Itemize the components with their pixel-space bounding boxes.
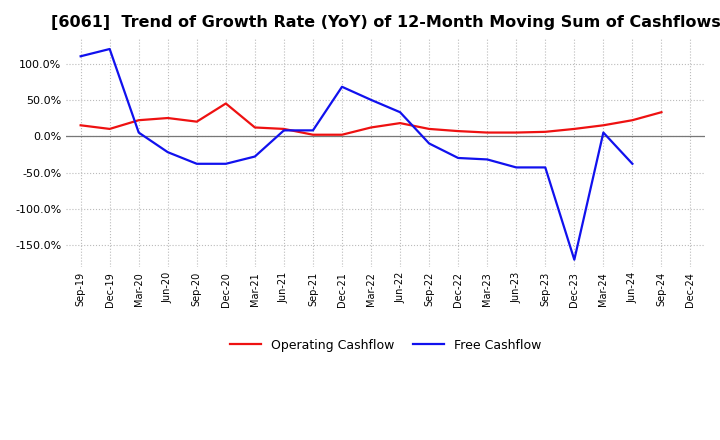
Operating Cashflow	[454, 128, 462, 134]
Operating Cashflow	[163, 115, 172, 121]
Line: Operating Cashflow: Operating Cashflow	[81, 103, 662, 135]
Operating Cashflow	[599, 123, 608, 128]
Operating Cashflow	[309, 132, 318, 137]
Free Cashflow	[251, 154, 259, 159]
Free Cashflow	[135, 130, 143, 135]
Free Cashflow	[279, 128, 288, 133]
Operating Cashflow	[366, 125, 375, 130]
Operating Cashflow	[105, 126, 114, 132]
Operating Cashflow	[657, 110, 666, 115]
Operating Cashflow	[222, 101, 230, 106]
Free Cashflow	[222, 161, 230, 166]
Free Cashflow	[338, 84, 346, 89]
Operating Cashflow	[76, 123, 85, 128]
Free Cashflow	[396, 110, 405, 115]
Operating Cashflow	[541, 129, 549, 135]
Free Cashflow	[512, 165, 521, 170]
Operating Cashflow	[135, 117, 143, 123]
Operating Cashflow	[570, 126, 579, 132]
Operating Cashflow	[338, 132, 346, 137]
Free Cashflow	[76, 54, 85, 59]
Operating Cashflow	[192, 119, 201, 124]
Free Cashflow	[570, 257, 579, 262]
Line: Free Cashflow: Free Cashflow	[81, 49, 632, 260]
Free Cashflow	[192, 161, 201, 166]
Free Cashflow	[105, 46, 114, 51]
Free Cashflow	[599, 130, 608, 135]
Free Cashflow	[309, 128, 318, 133]
Operating Cashflow	[425, 126, 433, 132]
Free Cashflow	[454, 155, 462, 161]
Legend: Operating Cashflow, Free Cashflow: Operating Cashflow, Free Cashflow	[225, 334, 546, 357]
Operating Cashflow	[483, 130, 492, 135]
Free Cashflow	[628, 161, 636, 166]
Free Cashflow	[366, 97, 375, 103]
Title: [6061]  Trend of Growth Rate (YoY) of 12-Month Moving Sum of Cashflows: [6061] Trend of Growth Rate (YoY) of 12-…	[50, 15, 720, 30]
Free Cashflow	[425, 141, 433, 146]
Operating Cashflow	[628, 117, 636, 123]
Operating Cashflow	[251, 125, 259, 130]
Free Cashflow	[541, 165, 549, 170]
Operating Cashflow	[512, 130, 521, 135]
Free Cashflow	[483, 157, 492, 162]
Operating Cashflow	[396, 121, 405, 126]
Operating Cashflow	[279, 126, 288, 132]
Free Cashflow	[163, 150, 172, 155]
